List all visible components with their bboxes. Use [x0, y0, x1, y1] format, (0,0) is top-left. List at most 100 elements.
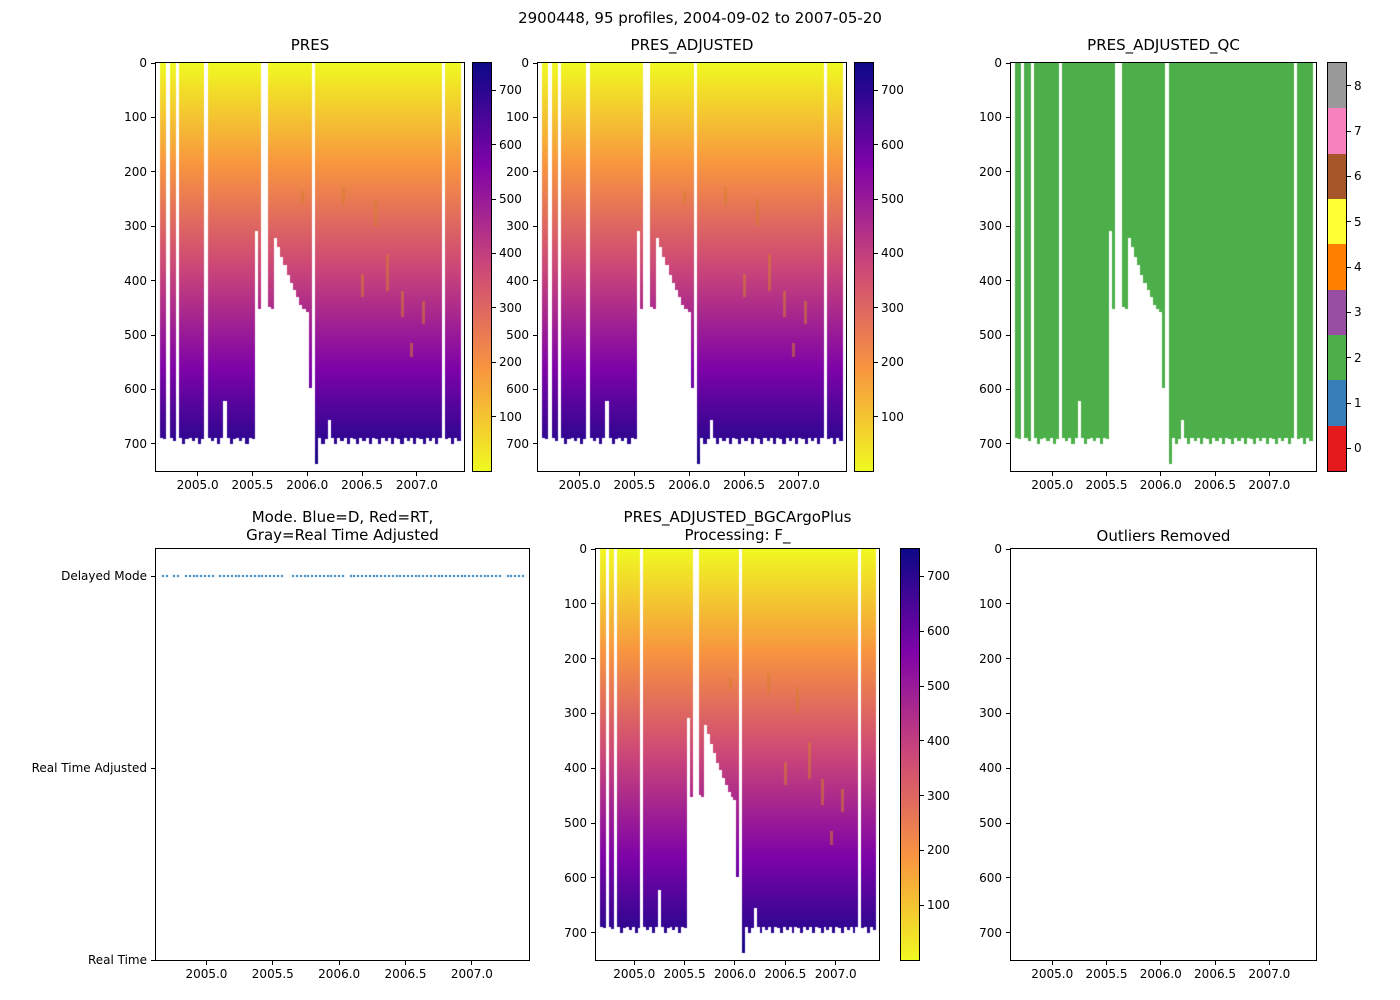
x-tick-mark [684, 961, 686, 965]
y-tick-mark [1006, 658, 1010, 660]
qc-colorbar-segment [1328, 335, 1346, 381]
y-tick-mark [151, 116, 155, 118]
colorbar-tick-label: 100 [927, 898, 950, 913]
y-tick-mark [533, 62, 537, 64]
y-tick-label: 100 [979, 110, 1002, 125]
x-tick-label: 2005.0 [1031, 478, 1074, 492]
x-tick-mark [405, 961, 407, 965]
x-tick-label: 2006.0 [1139, 967, 1182, 981]
x-tick-label: 2007.0 [814, 967, 857, 981]
y-tick-mark [533, 280, 537, 282]
y-tick-mark [151, 171, 155, 173]
y-tick-mark [151, 62, 155, 64]
y-tick-mark [533, 443, 537, 445]
y-tick-mark [1006, 548, 1010, 550]
y-tick-mark [1006, 877, 1010, 879]
colorbar-tick-mark [492, 89, 496, 91]
y-tick-label: 400 [564, 761, 587, 776]
x-tick-mark [784, 961, 786, 965]
y-tick-mark [151, 959, 155, 961]
y-tick-mark [151, 225, 155, 227]
x-tick-label: 2006.0 [286, 478, 329, 492]
y-tick-mark [591, 548, 595, 550]
y-tick-mark [1006, 767, 1010, 769]
y-tick-mark [591, 822, 595, 824]
x-tick-label: 2005.5 [1085, 967, 1128, 981]
x-tick-mark [1214, 472, 1216, 476]
y-tick-label: 600 [506, 382, 529, 397]
x-tick-label: 2006.0 [1139, 478, 1182, 492]
colorbar-tick-mark [1347, 85, 1351, 87]
colorbar-tick-label: 8 [1354, 78, 1362, 93]
qc-colorbar [1327, 62, 1347, 472]
y-tick-label: 600 [124, 382, 147, 397]
x-tick-mark [272, 961, 274, 965]
y-tick-mark [1006, 171, 1010, 173]
y-category-label: Delayed Mode [61, 569, 147, 584]
y-tick-mark [151, 443, 155, 445]
y-tick-mark [533, 171, 537, 173]
y-tick-mark [151, 575, 155, 577]
x-tick-label: 2005.0 [1031, 967, 1074, 981]
y-tick-mark [1006, 443, 1010, 445]
y-tick-label: 700 [124, 436, 147, 451]
y-tick-label: 200 [124, 164, 147, 179]
mode-scatter-canvas [156, 549, 529, 960]
colorbar-tick-mark [492, 361, 496, 363]
colorbar-tick-mark [920, 630, 924, 632]
colorbar-tick-mark [920, 575, 924, 577]
x-tick-mark [633, 961, 635, 965]
x-tick-mark [734, 961, 736, 965]
x-tick-label: 2006.0 [318, 967, 361, 981]
y-tick-mark [1006, 116, 1010, 118]
y-tick-label: 400 [124, 273, 147, 288]
y-tick-label: 100 [564, 596, 587, 611]
colorbar-tick-label: 500 [927, 679, 950, 693]
colorbar-tick-mark [1347, 402, 1351, 404]
x-tick-label: 2006.5 [1194, 478, 1237, 492]
colorbar-tick-label: 200 [881, 355, 904, 370]
colorbar-tick-label: 300 [499, 300, 522, 315]
y-tick-label: 700 [979, 925, 1002, 940]
pres-adjusted-colorbar [854, 62, 874, 472]
y-tick-mark [1006, 280, 1010, 282]
colorbar-tick-mark [874, 416, 878, 418]
x-tick-label: 2006.0 [668, 478, 711, 492]
x-tick-label: 2006.5 [723, 478, 766, 492]
x-tick-label: 2005.5 [663, 967, 706, 981]
pres-axes [155, 62, 465, 472]
colorbar-tick-label: 300 [881, 300, 904, 315]
y-tick-label: 300 [979, 219, 1002, 234]
y-tick-label: 500 [979, 816, 1002, 830]
y-tick-mark [533, 225, 537, 227]
x-tick-mark [1160, 472, 1162, 476]
y-tick-label: 700 [979, 436, 1002, 451]
x-tick-label: 2006.5 [1194, 967, 1237, 981]
y-tick-label: 500 [979, 328, 1002, 342]
y-category-label: Real Time Adjusted [31, 761, 147, 776]
y-tick-label: 200 [979, 651, 1002, 666]
pres-adjusted-bgc-title: PRES_ADJUSTED_BGCArgoPlus Processing: F_ [623, 508, 852, 544]
y-tick-label: 600 [979, 870, 1002, 885]
x-tick-mark [743, 472, 745, 476]
y-tick-label: 0 [994, 56, 1002, 70]
x-tick-label: 2006.0 [713, 967, 756, 981]
x-tick-label: 2006.5 [341, 478, 384, 492]
x-tick-mark [633, 472, 635, 476]
colorbar-tick-mark [492, 252, 496, 254]
colorbar-tick-label: 700 [499, 83, 522, 98]
x-tick-mark [835, 961, 837, 965]
x-tick-label: 2007.0 [395, 478, 438, 492]
pres-adjusted-bgc-colorbar [900, 548, 920, 961]
mode-axes [155, 548, 530, 961]
y-tick-label: 400 [506, 273, 529, 288]
x-tick-mark [197, 472, 199, 476]
y-tick-label: 200 [506, 164, 529, 179]
x-tick-mark [1051, 961, 1053, 965]
y-tick-label: 300 [506, 219, 529, 234]
pres-adjusted-title: PRES_ADJUSTED [630, 36, 754, 54]
x-tick-label: 2005.0 [176, 478, 219, 492]
y-tick-label: 500 [506, 328, 529, 342]
colorbar-tick-mark [492, 416, 496, 418]
colorbar-tick-mark [1347, 221, 1351, 223]
